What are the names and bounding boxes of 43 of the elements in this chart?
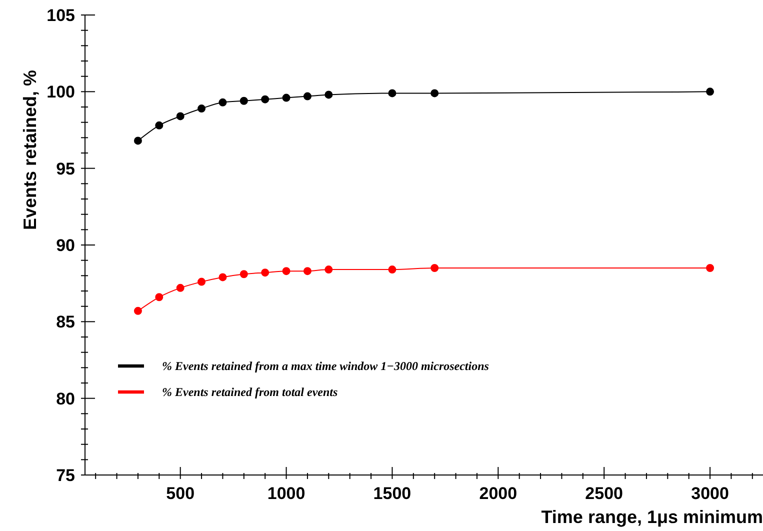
point [261, 95, 270, 104]
x-tick-label: 500 [166, 484, 195, 503]
point [218, 98, 227, 106]
legend-label: % Events retained from a max time window 1−3000 microsections [162, 358, 489, 373]
point [303, 267, 312, 276]
x-axis-title: Time range, 1μs minimum [541, 507, 763, 527]
point [176, 284, 184, 292]
point [388, 89, 396, 98]
point [324, 266, 333, 274]
point [282, 94, 290, 102]
point [198, 104, 206, 113]
x-tick-label: 2500 [585, 484, 624, 503]
point [155, 121, 164, 130]
y-tick-label: 95 [56, 159, 75, 178]
point [240, 270, 248, 278]
x-tick-label: 2000 [479, 484, 518, 503]
point [218, 273, 227, 282]
y-tick-label: 100 [46, 82, 75, 102]
x-tick-label: 1000 [267, 484, 306, 503]
legend-label: % Events retained from total events [162, 384, 338, 399]
point [706, 264, 714, 272]
point [198, 278, 206, 286]
point [388, 266, 396, 274]
y-axis-title: Events retained, % [20, 70, 40, 230]
point [155, 293, 164, 302]
point [303, 92, 312, 100]
y-tick-label: 85 [56, 312, 75, 332]
y-tick-label: 90 [56, 236, 75, 255]
point [134, 306, 142, 315]
point [430, 264, 439, 272]
y-tick-label: 105 [46, 6, 75, 25]
point [176, 112, 184, 120]
point [240, 96, 248, 105]
point [282, 267, 290, 276]
y-tick-label: 80 [56, 389, 75, 408]
point [706, 88, 714, 96]
x-tick-label: 3000 [691, 484, 729, 503]
y-tick-label: 75 [56, 466, 75, 485]
point [324, 90, 333, 99]
point [430, 89, 439, 98]
point [134, 136, 142, 145]
point [261, 268, 270, 277]
x-tick-label: 1500 [373, 484, 412, 503]
